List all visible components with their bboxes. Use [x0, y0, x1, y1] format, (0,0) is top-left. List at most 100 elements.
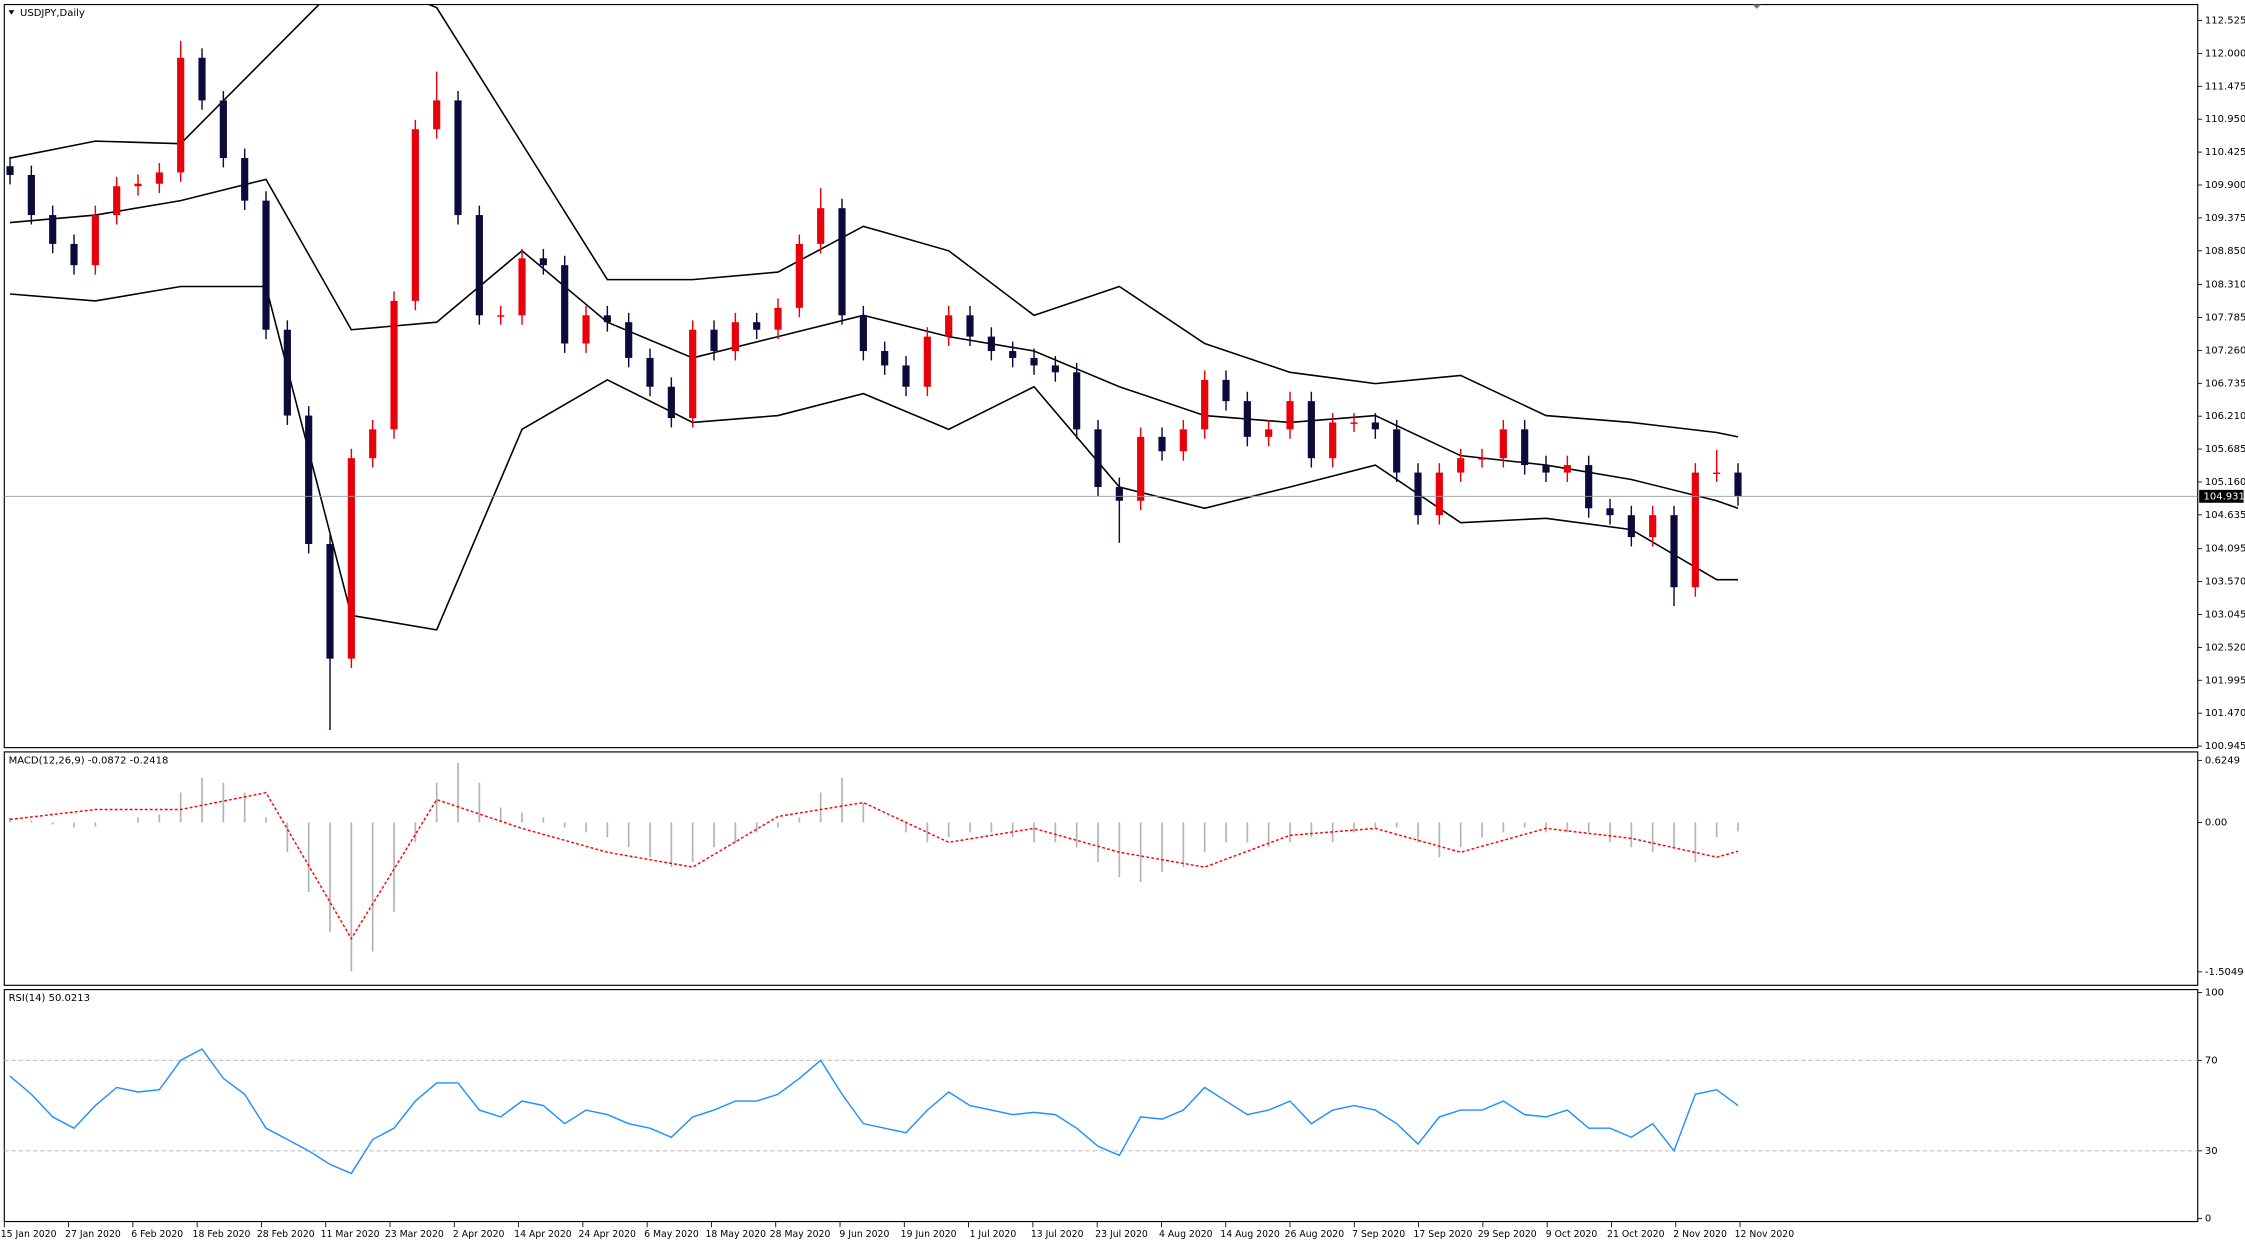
candle-body: [1414, 472, 1422, 516]
y-tick-label: 107.785: [2205, 313, 2245, 324]
x-tick-label: 14 Apr 2020: [514, 1229, 572, 1240]
candle-body: [646, 357, 654, 387]
x-tick-label: 12 Nov 2020: [1735, 1229, 1795, 1240]
y-tick-label: 0: [2205, 1214, 2211, 1225]
candle-body: [667, 386, 675, 419]
candle-body: [603, 315, 611, 323]
candle-body: [241, 158, 249, 201]
candle-body: [1627, 515, 1635, 538]
candle-body: [1222, 379, 1230, 402]
y-tick-label: 108.310: [2205, 280, 2245, 291]
candle-body: [582, 315, 590, 344]
y-tick-label: 30: [2205, 1146, 2218, 1157]
candle-body: [1649, 515, 1657, 538]
y-tick-label: 101.995: [2205, 675, 2245, 686]
candle-body: [859, 315, 867, 352]
candle-body: [411, 129, 419, 301]
candle-body: [689, 329, 697, 419]
y-tick-label: 110.950: [2205, 114, 2245, 125]
y-tick-label: -1.5049: [2205, 967, 2244, 978]
candle-body: [198, 57, 206, 101]
candle-body: [774, 307, 782, 330]
x-tick-label: 27 Jan 2020: [65, 1229, 121, 1240]
candle-body: [838, 208, 846, 316]
x-tick-label: 9 Jun 2020: [839, 1229, 889, 1240]
x-tick-label: 21 Oct 2020: [1607, 1229, 1665, 1240]
candle-body: [113, 186, 121, 216]
y-tick-label: 108.850: [2205, 246, 2245, 257]
x-tick-label: 24 Apr 2020: [578, 1229, 636, 1240]
candle-body: [1030, 357, 1038, 366]
menu-triangle[interactable]: [8, 10, 15, 15]
candle-body: [1371, 422, 1379, 430]
candle-body: [1179, 429, 1187, 452]
candle-body: [881, 351, 889, 366]
x-tick-label: 1 Jul 2020: [970, 1229, 1017, 1240]
y-tick-label: 103.570: [2205, 577, 2245, 588]
x-tick-label: 18 Feb 2020: [193, 1229, 251, 1240]
y-tick-label: 107.260: [2205, 345, 2245, 356]
rsi-line: [9, 1048, 1739, 1175]
chart-title: USDJPY,Daily: [20, 8, 85, 19]
candle-body: [475, 215, 483, 316]
y-tick-label: 110.425: [2205, 147, 2245, 158]
candle-body: [1457, 458, 1465, 473]
y-tick-label: 105.685: [2205, 444, 2245, 455]
candle-body: [262, 200, 270, 330]
macd-panel: [3, 751, 2199, 986]
candle-body: [49, 215, 57, 244]
shift-marker: [1752, 4, 1762, 9]
y-tick-label: 70: [2205, 1055, 2218, 1066]
candle-body: [1073, 372, 1081, 430]
candle-body: [1286, 401, 1294, 430]
y-tick-label: 103.045: [2205, 609, 2245, 620]
candle-body: [966, 315, 974, 337]
candle-body: [326, 544, 334, 659]
x-tick-label: 26 Aug 2020: [1285, 1229, 1345, 1240]
y-tick-label: 112.525: [2205, 16, 2245, 27]
candle-body: [1713, 472, 1721, 475]
candle-body: [518, 258, 526, 316]
candle-body: [1051, 365, 1059, 373]
x-tick-label: 15 Jan 2020: [1, 1229, 57, 1240]
candle-body: [1585, 465, 1593, 509]
y-tick-label: 106.735: [2205, 378, 2245, 389]
candle-body: [347, 458, 355, 659]
candle-body: [731, 322, 739, 352]
x-tick-label: 6 Feb 2020: [131, 1229, 183, 1240]
rsi-panel: [3, 989, 2199, 1223]
x-tick-label: 6 May 2020: [644, 1229, 699, 1240]
y-tick-label: 109.900: [2205, 180, 2245, 191]
x-tick-label: 28 Feb 2020: [257, 1229, 315, 1240]
candle-body: [1307, 401, 1315, 459]
bollinger-upper: [9, 4, 1739, 438]
x-tick-label: 11 Mar 2020: [321, 1229, 380, 1240]
candle-body: [134, 183, 142, 187]
y-tick-label: 100: [2205, 987, 2224, 998]
x-tick-label: 9 Oct 2020: [1546, 1229, 1598, 1240]
x-tick-label: 18 May 2020: [705, 1229, 766, 1240]
candle-body: [369, 429, 377, 459]
x-tick-label: 2 Apr 2020: [453, 1229, 505, 1240]
candle-body: [945, 315, 953, 337]
candle-body: [1201, 379, 1209, 430]
candle-body: [710, 329, 718, 352]
y-tick-label: 104.635: [2205, 510, 2245, 521]
current-price-label: 104.931: [2203, 491, 2244, 502]
candle-body: [539, 258, 547, 266]
candle-body: [817, 208, 825, 244]
current-price-box: [2199, 489, 2244, 503]
y-tick-label: 0.6249: [2205, 755, 2240, 766]
candle-body: [433, 100, 441, 130]
candle-body: [987, 336, 995, 352]
candle-body: [1563, 465, 1571, 473]
candle-body: [902, 365, 910, 387]
candle-body: [91, 215, 99, 266]
candle-body: [1542, 465, 1550, 473]
candle-body: [1393, 429, 1401, 473]
candle-body: [561, 265, 569, 344]
candle-body: [1521, 429, 1529, 466]
candle-body: [283, 329, 291, 416]
x-tick-label: 17 Sep 2020: [1413, 1229, 1472, 1240]
